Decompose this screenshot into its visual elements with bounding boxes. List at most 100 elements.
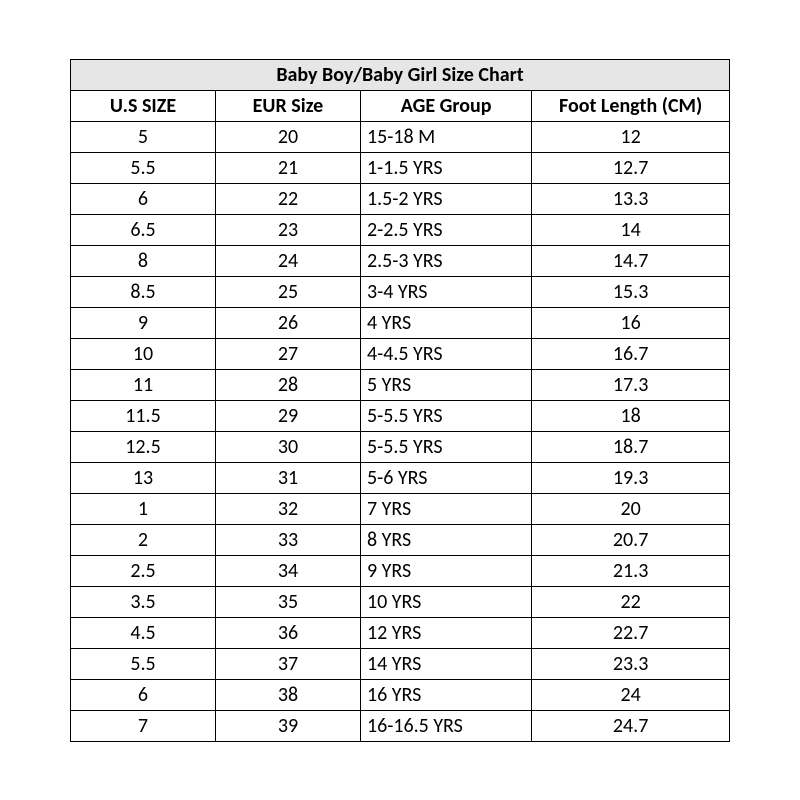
table-cell: 10 [71, 338, 216, 369]
table-cell: 16.7 [532, 338, 730, 369]
table-cell: 30 [215, 431, 360, 462]
table-cell: 4-4.5 YRS [360, 338, 531, 369]
table-cell: 12.5 [71, 431, 216, 462]
table-cell: 22.7 [532, 617, 730, 648]
table-cell: 5.5 [71, 152, 216, 183]
table-cell: 13.3 [532, 183, 730, 214]
size-chart-table: Baby Boy/Baby Girl Size Chart U.S SIZE E… [70, 59, 730, 742]
table-cell: 37 [215, 648, 360, 679]
table-cell: 10 YRS [360, 586, 531, 617]
table-cell: 19.3 [532, 462, 730, 493]
table-title-row: Baby Boy/Baby Girl Size Chart [71, 59, 730, 90]
table-cell: 32 [215, 493, 360, 524]
table-cell: 24 [215, 245, 360, 276]
table-row: 1327 YRS20 [71, 493, 730, 524]
table-cell: 4.5 [71, 617, 216, 648]
table-row: 63816 YRS24 [71, 679, 730, 710]
col-header-foot-length: Foot Length (CM) [532, 90, 730, 121]
table-cell: 15.3 [532, 276, 730, 307]
table-cell: 8 [71, 245, 216, 276]
table-cell: 20 [215, 121, 360, 152]
table-cell: 24.7 [532, 710, 730, 741]
table-cell: 14.7 [532, 245, 730, 276]
table-cell: 3.5 [71, 586, 216, 617]
table-row: 52015-18 M12 [71, 121, 730, 152]
table-cell: 24 [532, 679, 730, 710]
table-cell: 35 [215, 586, 360, 617]
table-row: 6.5232-2.5 YRS14 [71, 214, 730, 245]
size-chart-container: Baby Boy/Baby Girl Size Chart U.S SIZE E… [70, 59, 730, 742]
table-cell: 22 [215, 183, 360, 214]
table-row: 4.53612 YRS22.7 [71, 617, 730, 648]
table-cell: 5-5.5 YRS [360, 431, 531, 462]
table-cell: 6.5 [71, 214, 216, 245]
table-cell: 38 [215, 679, 360, 710]
table-cell: 1.5-2 YRS [360, 183, 531, 214]
table-row: 12.5305-5.5 YRS18.7 [71, 431, 730, 462]
table-cell: 14 [532, 214, 730, 245]
table-cell: 11.5 [71, 400, 216, 431]
table-row: 3.53510 YRS22 [71, 586, 730, 617]
table-row: 9264 YRS16 [71, 307, 730, 338]
table-cell: 31 [215, 462, 360, 493]
table-cell: 5-5.5 YRS [360, 400, 531, 431]
table-cell: 12 [532, 121, 730, 152]
table-cell: 5-6 YRS [360, 462, 531, 493]
table-row: 73916-16.5 YRS24.7 [71, 710, 730, 741]
table-cell: 1-1.5 YRS [360, 152, 531, 183]
table-body: 52015-18 M125.5211-1.5 YRS12.76221.5-2 Y… [71, 121, 730, 741]
table-row: 8.5253-4 YRS15.3 [71, 276, 730, 307]
table-cell: 26 [215, 307, 360, 338]
table-cell: 29 [215, 400, 360, 431]
table-cell: 12.7 [532, 152, 730, 183]
table-cell: 36 [215, 617, 360, 648]
table-cell: 28 [215, 369, 360, 400]
table-cell: 21 [215, 152, 360, 183]
col-header-age-group: AGE Group [360, 90, 531, 121]
table-cell: 18.7 [532, 431, 730, 462]
table-row: 2338 YRS20.7 [71, 524, 730, 555]
table-cell: 2.5-3 YRS [360, 245, 531, 276]
col-header-eur-size: EUR Size [215, 90, 360, 121]
table-cell: 16 [532, 307, 730, 338]
table-cell: 8 YRS [360, 524, 531, 555]
table-cell: 7 YRS [360, 493, 531, 524]
table-cell: 3-4 YRS [360, 276, 531, 307]
table-row: 5.5211-1.5 YRS12.7 [71, 152, 730, 183]
table-cell: 6 [71, 183, 216, 214]
table-cell: 17.3 [532, 369, 730, 400]
table-cell: 1 [71, 493, 216, 524]
table-cell: 11 [71, 369, 216, 400]
table-cell: 18 [532, 400, 730, 431]
table-cell: 6 [71, 679, 216, 710]
table-cell: 23.3 [532, 648, 730, 679]
table-cell: 8.5 [71, 276, 216, 307]
table-cell: 15-18 M [360, 121, 531, 152]
table-cell: 22 [532, 586, 730, 617]
table-row: 2.5349 YRS21.3 [71, 555, 730, 586]
col-header-us-size: U.S SIZE [71, 90, 216, 121]
table-cell: 2 [71, 524, 216, 555]
table-row: 5.53714 YRS23.3 [71, 648, 730, 679]
table-cell: 33 [215, 524, 360, 555]
table-cell: 39 [215, 710, 360, 741]
table-cell: 23 [215, 214, 360, 245]
table-row: 10274-4.5 YRS16.7 [71, 338, 730, 369]
table-header-row: U.S SIZE EUR Size AGE Group Foot Length … [71, 90, 730, 121]
table-cell: 14 YRS [360, 648, 531, 679]
table-cell: 12 YRS [360, 617, 531, 648]
table-cell: 5 YRS [360, 369, 531, 400]
table-cell: 13 [71, 462, 216, 493]
table-row: 8242.5-3 YRS14.7 [71, 245, 730, 276]
table-cell: 20.7 [532, 524, 730, 555]
table-cell: 5.5 [71, 648, 216, 679]
table-title: Baby Boy/Baby Girl Size Chart [71, 59, 730, 90]
table-cell: 16 YRS [360, 679, 531, 710]
table-cell: 20 [532, 493, 730, 524]
table-cell: 9 YRS [360, 555, 531, 586]
table-cell: 7 [71, 710, 216, 741]
table-cell: 21.3 [532, 555, 730, 586]
table-cell: 9 [71, 307, 216, 338]
table-row: 6221.5-2 YRS13.3 [71, 183, 730, 214]
table-cell: 25 [215, 276, 360, 307]
